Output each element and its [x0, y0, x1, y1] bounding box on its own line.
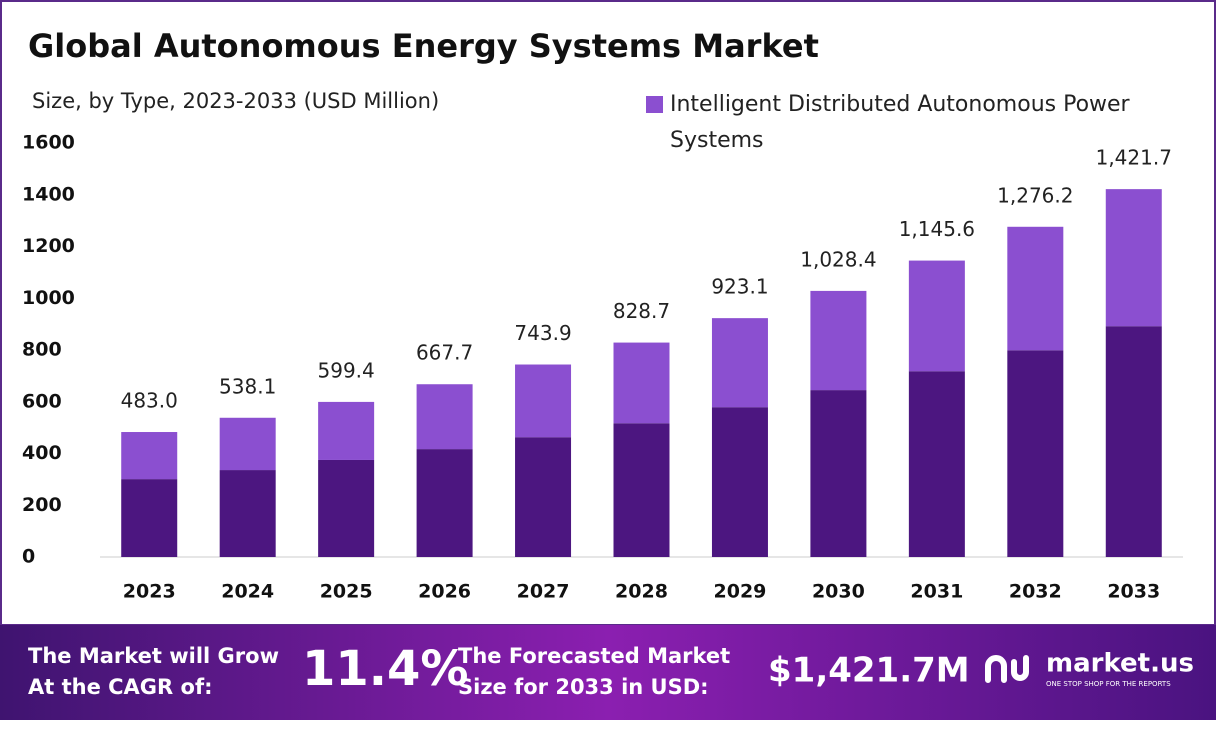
footer-banner	[0, 625, 1216, 720]
legend-label: Intelligent Distributed Autonomous Power…	[670, 92, 1131, 153]
bar-segment	[219, 417, 276, 471]
y-tick-label: 600	[22, 390, 62, 412]
logo-shape	[985, 655, 1007, 683]
y-tick-label: 800	[22, 339, 62, 361]
bar-segment	[416, 449, 473, 557]
y-tick-label: 400	[22, 442, 62, 464]
total-label: 1,145.6	[899, 217, 975, 241]
bar-segment	[810, 290, 867, 391]
bar-segment	[613, 342, 670, 424]
bar-segment	[908, 371, 965, 557]
bar-segment	[810, 390, 867, 557]
x-tick-label: 2025	[320, 581, 373, 603]
total-label: 743.9	[514, 321, 571, 345]
logo-shape	[1011, 655, 1029, 681]
total-label: 667.7	[416, 341, 473, 365]
bar-segment	[318, 459, 375, 557]
y-tick-label: 200	[22, 494, 62, 516]
brand: market.us	[1046, 649, 1194, 679]
y-tick-label: 0	[22, 546, 35, 568]
legend: Intelligent Distributed Autonomous Power…	[646, 92, 1131, 153]
total-label: 538.1	[219, 374, 276, 398]
footer-text: At the CAGR of:	[28, 675, 213, 699]
y-tick-label: 1400	[22, 183, 75, 205]
x-tick-label: 2032	[1009, 581, 1062, 603]
total-label: 1,421.7	[1096, 146, 1172, 170]
total-label: 483.0	[121, 389, 178, 413]
x-tick-label: 2028	[615, 581, 668, 603]
x-tick-label: 2023	[123, 581, 176, 603]
total-label: 1,276.2	[997, 183, 1073, 207]
y-tick-label: 1000	[22, 287, 75, 309]
bar-segment	[711, 318, 768, 408]
tagline: ONE STOP SHOP FOR THE REPORTS	[1046, 680, 1171, 688]
footer-text: The Market will Grow	[28, 644, 279, 668]
total-label: 599.4	[318, 358, 375, 382]
brand-logo	[985, 655, 1029, 683]
bar-segment	[1105, 326, 1162, 557]
x-tick-label: 2029	[714, 581, 767, 603]
bar-segment	[318, 401, 375, 460]
x-tick-label: 2027	[517, 581, 570, 603]
bar-segment	[908, 260, 965, 372]
bar-segment	[515, 364, 572, 438]
chart-title: Global Autonomous Energy Systems Market	[28, 27, 819, 65]
bar-segment	[219, 470, 276, 557]
cagr-value: 11.4%	[302, 641, 469, 697]
x-tick-label: 2024	[221, 581, 274, 603]
y-tick-label: 1600	[22, 132, 75, 154]
bar-segment	[515, 437, 572, 557]
total-label: 828.7	[613, 299, 670, 323]
bar-segment	[1105, 189, 1162, 327]
bar-segment	[121, 479, 178, 557]
bar-segment	[1007, 226, 1064, 351]
x-tick-label: 2030	[812, 581, 865, 603]
bar-segment	[416, 384, 473, 450]
total-label: 1,028.4	[800, 247, 876, 271]
bar-segment	[1007, 350, 1064, 557]
forecast-value: $1,421.7M	[768, 651, 970, 691]
footer-text: The Forecasted Market	[458, 644, 730, 668]
chart-subtitle: Size, by Type, 2023-2033 (USD Million)	[32, 89, 439, 113]
x-tick-label: 2031	[910, 581, 963, 603]
bar-segment	[121, 432, 178, 480]
y-tick-label: 1200	[22, 235, 75, 257]
legend-swatch	[646, 96, 663, 113]
bar-segment	[711, 407, 768, 557]
total-label: 923.1	[711, 275, 768, 299]
footer-text: Size for 2033 in USD:	[458, 675, 709, 699]
x-tick-label: 2033	[1107, 581, 1160, 603]
bar-segment	[613, 423, 670, 557]
x-tick-label: 2026	[418, 581, 471, 603]
